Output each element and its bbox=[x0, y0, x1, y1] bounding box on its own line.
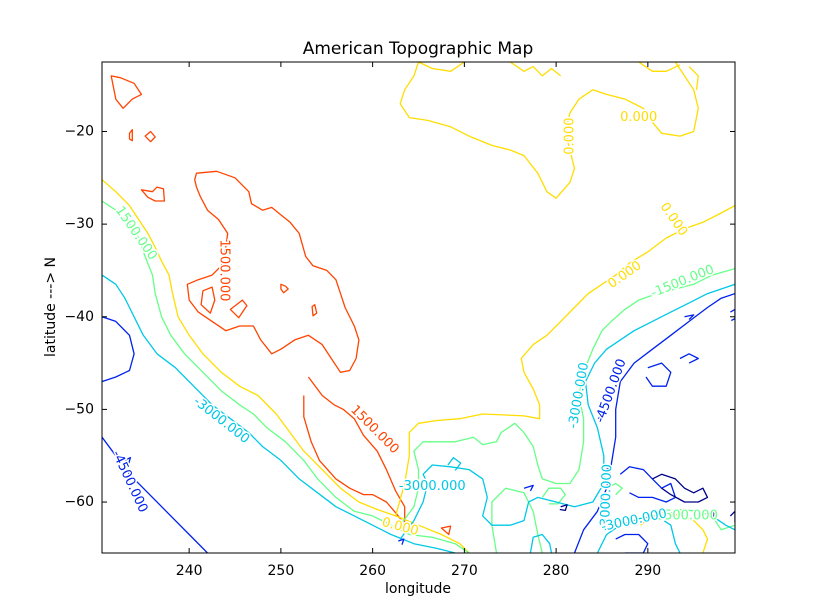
contour-line-0-16 bbox=[509, 62, 562, 77]
contour-line-1500-3 bbox=[311, 304, 318, 317]
contour-line--4500-31 bbox=[102, 316, 135, 383]
contour-line--4500-36 bbox=[679, 353, 699, 364]
contour-line--4500-35 bbox=[645, 362, 672, 387]
contour-line--3000-26 bbox=[399, 283, 735, 540]
contour-line--1500-20 bbox=[399, 267, 735, 526]
x-axis-ticks: 240 250 260 270 280 290 bbox=[176, 62, 661, 579]
chart-title: American Topographic Map bbox=[303, 39, 534, 59]
x-tick-label-270: 270 bbox=[451, 563, 478, 579]
contour-line-0-18 bbox=[688, 66, 699, 90]
contour-label-6: 0.000 bbox=[620, 110, 657, 125]
contour-label-5: 0.000 bbox=[562, 117, 577, 154]
contour-line-0-17 bbox=[638, 62, 681, 72]
contour-line-0-11 bbox=[102, 179, 470, 553]
contour-line--4500-43 bbox=[604, 467, 611, 474]
contour-label-12: -3000.000 bbox=[566, 361, 592, 429]
x-tick-label-290: 290 bbox=[634, 563, 661, 579]
contour-line--1500-23 bbox=[541, 487, 566, 505]
contour-line--4500-34 bbox=[619, 466, 677, 503]
contour-label-2: 1500.000 bbox=[112, 204, 160, 263]
contour-line--3000-25 bbox=[102, 274, 456, 553]
contour-line-1500-5 bbox=[128, 128, 133, 142]
contour-line--4500-32 bbox=[102, 436, 208, 553]
contour-line--1500-21 bbox=[491, 487, 543, 553]
x-tick-label-260: 260 bbox=[359, 563, 386, 579]
contour-line-1500-10 bbox=[303, 376, 406, 526]
contour-label-7: 0.000 bbox=[657, 200, 691, 239]
y-axis-title: latitude ---> N bbox=[43, 257, 59, 357]
contour-label-0: 1500.000 bbox=[217, 239, 232, 301]
contour-label-11: -3000.000 bbox=[399, 479, 466, 494]
contour-line--4500-37 bbox=[615, 533, 649, 553]
contour-line-0-12 bbox=[394, 205, 735, 517]
contour-line-0-14 bbox=[399, 62, 699, 199]
y-tick-label--40: −40 bbox=[64, 309, 94, 325]
contour-line--6000-45 bbox=[652, 473, 709, 503]
contour-line--4500-44 bbox=[597, 415, 602, 423]
contour-line-1500-1 bbox=[200, 286, 216, 314]
y-tick-label--30: −30 bbox=[64, 216, 94, 232]
contour-line--4500-33 bbox=[573, 292, 735, 553]
contour-line--4500-42 bbox=[124, 456, 132, 465]
y-tick-label--60: −60 bbox=[64, 494, 94, 510]
contour-line--6000-48 bbox=[707, 511, 716, 520]
contour-line-0-15 bbox=[418, 62, 465, 72]
contour-line-1500-4 bbox=[110, 75, 143, 109]
contour-line-1500-2 bbox=[229, 299, 248, 319]
y-tick-label--50: −50 bbox=[64, 401, 94, 417]
contour-line--1500-22 bbox=[661, 508, 735, 531]
contour-line-1500-8 bbox=[280, 283, 289, 294]
contour-line--3000-29 bbox=[447, 456, 462, 471]
contour-label-13: -3000.000 bbox=[598, 464, 615, 531]
contour-labels-layer: 1500.0001500.0001500.000-1500.000-1500.0… bbox=[107, 109, 719, 541]
x-tick-label-250: 250 bbox=[268, 563, 295, 579]
contour-line--6000-47 bbox=[729, 510, 735, 523]
contour-label-16: -4500.000 bbox=[593, 357, 630, 425]
contour-line--1500-24 bbox=[606, 482, 623, 496]
x-tick-label-240: 240 bbox=[176, 563, 203, 579]
contour-line-1500-0 bbox=[186, 170, 360, 373]
contours-layer bbox=[102, 62, 735, 553]
contour-line--6000-46 bbox=[559, 504, 568, 512]
contour-line--3000-28 bbox=[711, 515, 735, 531]
contour-label-10: -3000.000 bbox=[190, 394, 252, 447]
x-axis-title: longitude bbox=[385, 581, 451, 597]
y-tick-label--20: −20 bbox=[64, 123, 94, 139]
contour-line-1500-7 bbox=[140, 186, 166, 202]
contour-line-1500-6 bbox=[144, 130, 156, 143]
contour-label-4: -1500.000 bbox=[651, 508, 718, 523]
contour-line--4500-40 bbox=[523, 484, 534, 492]
contour-line--3000-30 bbox=[529, 533, 553, 553]
contour-line--3000-27 bbox=[596, 515, 681, 553]
y-axis-ticks: −20 −30 −40 −50 −60 bbox=[64, 123, 735, 510]
x-tick-label-280: 280 bbox=[543, 563, 570, 579]
contour-line--4500-41 bbox=[398, 538, 405, 545]
contour-line--4500-38 bbox=[684, 314, 695, 320]
plot-frame bbox=[101, 61, 736, 554]
contour-line--4500-39 bbox=[730, 308, 735, 322]
contour-line-0-13 bbox=[640, 510, 709, 553]
contour-line-1500-9 bbox=[440, 525, 452, 536]
contour-label-8: 0.000 bbox=[605, 258, 644, 292]
contour-label-3: -1500.000 bbox=[649, 262, 716, 301]
contour-line--1500-19 bbox=[102, 200, 470, 553]
